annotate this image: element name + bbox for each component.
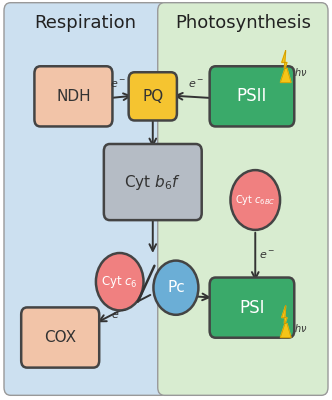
Text: $e^-$: $e^-$	[110, 79, 126, 90]
Text: Cyt $c_{6BC}$: Cyt $c_{6BC}$	[235, 193, 276, 207]
Circle shape	[96, 253, 143, 310]
FancyBboxPatch shape	[21, 308, 99, 368]
Text: $e^-$: $e^-$	[259, 250, 276, 260]
Text: PSII: PSII	[237, 87, 267, 105]
Text: Photosynthesis: Photosynthesis	[176, 14, 312, 32]
Text: Pc: Pc	[167, 280, 185, 295]
FancyBboxPatch shape	[158, 3, 328, 395]
Polygon shape	[281, 50, 291, 82]
Text: PSI: PSI	[239, 299, 265, 317]
FancyBboxPatch shape	[128, 72, 177, 120]
Text: $h\nu$: $h\nu$	[294, 66, 307, 78]
Text: Cyt $c_6$: Cyt $c_6$	[101, 274, 138, 290]
Text: $e^-$: $e^-$	[188, 79, 204, 90]
Text: $e^-$: $e^-$	[112, 310, 128, 321]
FancyBboxPatch shape	[104, 144, 202, 220]
Text: $h\nu$: $h\nu$	[294, 322, 307, 334]
Text: COX: COX	[44, 330, 76, 345]
FancyBboxPatch shape	[4, 3, 168, 395]
Text: Cyt $b_6$$f$: Cyt $b_6$$f$	[124, 172, 181, 192]
FancyBboxPatch shape	[35, 66, 113, 126]
Circle shape	[153, 260, 199, 315]
FancyBboxPatch shape	[209, 66, 294, 126]
Text: Respiration: Respiration	[34, 14, 136, 32]
Text: PQ: PQ	[142, 89, 163, 104]
Polygon shape	[281, 306, 291, 338]
Circle shape	[230, 170, 280, 230]
FancyBboxPatch shape	[209, 278, 294, 338]
Text: NDH: NDH	[56, 89, 91, 104]
